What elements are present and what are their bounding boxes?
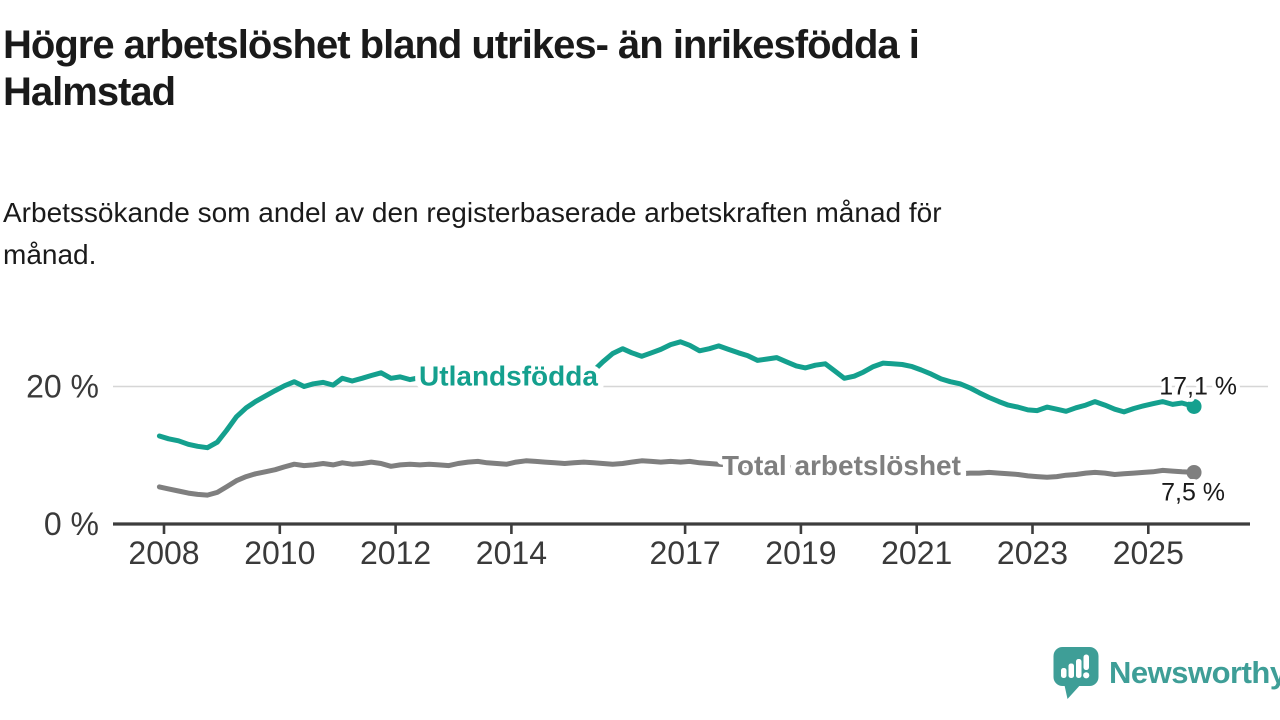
x-axis-tick-label: 2012 [360, 535, 431, 571]
page-title: Högre arbetslöshet bland utrikes- än inr… [3, 22, 1183, 116]
y-axis-tick-label: 20 % [26, 369, 99, 405]
series-label-total: Total arbetslöshet [722, 450, 961, 481]
x-axis-tick-label: 2017 [650, 535, 721, 571]
brand-footer: Newsworthy [1053, 645, 1280, 701]
series-end-value-utlandsfodda: 17,1 % [1159, 372, 1237, 400]
x-axis-tick-label: 2025 [1113, 535, 1184, 571]
series-end-value-total: 7,5 % [1161, 478, 1225, 506]
page-title-line-1: Högre arbetslöshet bland utrikes- än inr… [3, 23, 920, 67]
series-end-dot-total [1186, 464, 1202, 480]
chart-subtitle: Arbetssökande som andel av den registerb… [3, 192, 1203, 276]
series-label-utlandsfodda: Utlandsfödda [419, 361, 598, 392]
series-line-utlandsfodda [156, 339, 1197, 451]
x-axis-tick-label: 2010 [244, 535, 315, 571]
y-axis-tick-label: 0 % [44, 506, 99, 542]
brand-name: Newsworthy [1109, 655, 1280, 690]
x-axis-tick-label: 2019 [765, 535, 836, 571]
x-axis-tick-label: 2023 [997, 535, 1068, 571]
chart-subtitle-line-1: Arbetssökande som andel av den registerb… [3, 197, 942, 228]
x-axis-tick-label: 2008 [128, 535, 199, 571]
page-title-line-2: Halmstad [3, 70, 176, 114]
x-axis-tick-label: 2014 [476, 535, 547, 571]
newsworthy-logo-icon [1053, 647, 1099, 699]
series-line-total [156, 458, 1197, 498]
chart-subtitle-line-2: månad. [3, 239, 97, 270]
series-end-dot-utlandsfodda [1186, 398, 1202, 414]
x-axis-tick-label: 2021 [881, 535, 952, 571]
